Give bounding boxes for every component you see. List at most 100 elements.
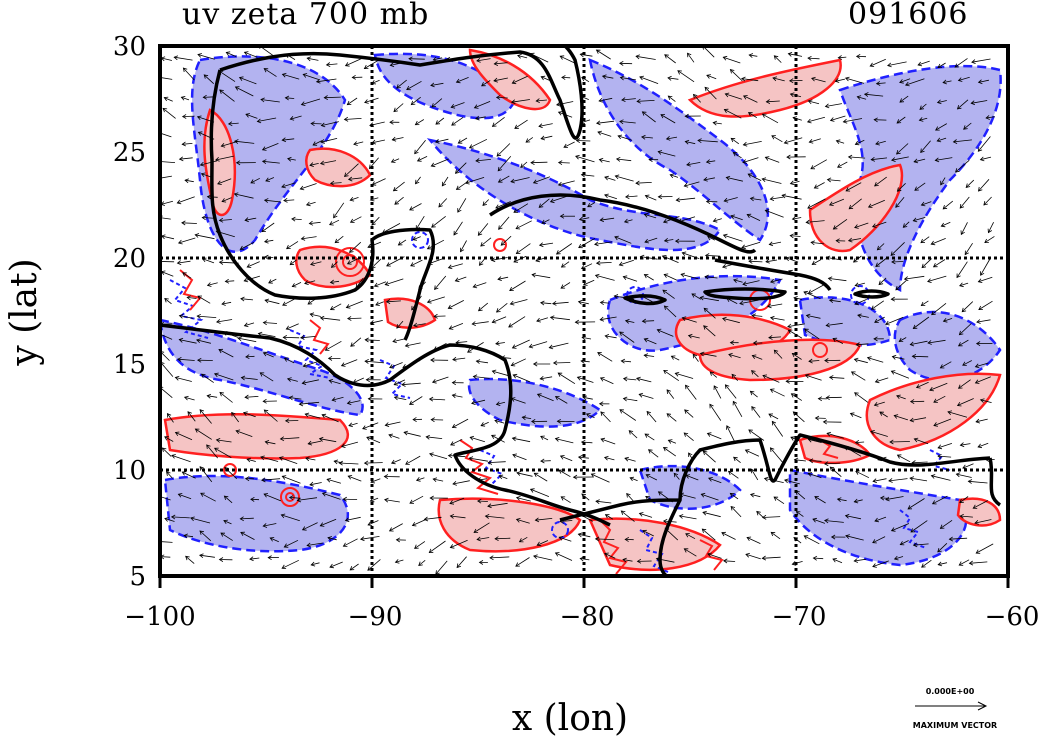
wind-vector-head [712, 120, 718, 126]
wind-vector-head [744, 449, 750, 454]
wind-vector-head [302, 73, 308, 78]
wind-vector-head [771, 420, 777, 426]
wind-vector-head [662, 218, 668, 224]
wind-vector [978, 300, 993, 310]
wind-vector [427, 239, 445, 250]
wind-vector [494, 62, 508, 65]
wind-vector [937, 443, 953, 449]
wind-vector-head [202, 94, 207, 100]
wind-vector [497, 276, 509, 280]
wind-vector-head [201, 215, 206, 221]
wind-vector-head [724, 384, 730, 389]
wind-vector-head [697, 138, 702, 144]
wind-vector [343, 498, 358, 500]
wind-vector-head [855, 54, 861, 59]
wind-vector-head [829, 117, 835, 122]
wind-vector [540, 376, 553, 380]
wind-vector-head [699, 351, 705, 357]
wind-vector [424, 516, 442, 520]
wind-vector-head [582, 395, 588, 401]
wind-vector-head [961, 307, 967, 313]
wind-vector [549, 342, 569, 349]
wind-vector [416, 477, 425, 481]
wind-vector-head [321, 492, 327, 497]
wind-vector [639, 393, 654, 399]
wind-vector-head [513, 258, 519, 263]
wind-vector [578, 456, 589, 459]
wind-vector [921, 258, 932, 268]
wind-vector-head [540, 75, 546, 81]
wind-vector [864, 93, 884, 97]
wind-vector [321, 121, 339, 126]
wind-vector-head [557, 372, 563, 377]
wind-vector [677, 70, 695, 83]
wind-vector [415, 176, 421, 185]
wind-vector-head [748, 429, 753, 434]
wind-vector-head [468, 144, 474, 149]
wind-vector [475, 159, 491, 162]
wind-vector-head [977, 278, 983, 283]
wind-vector-head [320, 122, 326, 128]
wind-vector [742, 157, 759, 163]
wind-vector-head [681, 316, 687, 321]
wind-vector [388, 434, 400, 439]
wind-vector [599, 97, 613, 102]
wind-vector [207, 282, 218, 286]
wind-vector-head [197, 357, 202, 363]
wind-vector [814, 182, 825, 189]
wind-vector [619, 259, 634, 266]
wind-vector [181, 96, 190, 101]
wind-vector [556, 101, 574, 106]
wind-vector [477, 500, 488, 502]
wind-vector-head [915, 384, 921, 389]
wind-vector [160, 175, 172, 179]
wind-vector [578, 237, 596, 248]
wind-vector [602, 75, 614, 79]
wind-vector-head [773, 349, 779, 355]
wind-vector [829, 198, 845, 206]
wind-vector-head [401, 382, 406, 387]
wind-vector-head [722, 316, 727, 322]
wind-vector [913, 316, 930, 329]
wind-vector-head [235, 429, 241, 435]
wind-vector-head [164, 436, 169, 441]
wind-vector-head [392, 338, 397, 344]
wind-vector [940, 361, 952, 369]
wind-vector [530, 161, 548, 164]
wind-vector [619, 331, 635, 343]
wind-vector [366, 436, 381, 444]
wind-vector-head [431, 379, 437, 384]
wind-vector-head [850, 371, 856, 376]
wind-vector [306, 201, 316, 206]
wind-vector [309, 221, 321, 224]
wind-vector [636, 377, 652, 383]
wind-vector [166, 471, 173, 479]
wind-vector-head [344, 62, 350, 67]
wind-vector [969, 561, 988, 564]
wind-vector-head [641, 134, 646, 140]
wind-vector [245, 355, 255, 358]
wind-vector-head [595, 260, 601, 266]
wind-vector-head [683, 548, 689, 553]
wind-vector [284, 539, 299, 548]
wind-vector-head [264, 298, 270, 304]
wind-vector [511, 99, 530, 103]
wind-vector [555, 552, 573, 561]
wind-vector [438, 198, 448, 208]
wind-vector-head [426, 299, 432, 304]
wind-vector [219, 392, 233, 403]
wind-vector-head [733, 278, 738, 283]
wind-vector [855, 470, 870, 479]
wind-vector-head [622, 376, 628, 382]
wind-vector [621, 510, 635, 522]
wind-vector [370, 497, 379, 502]
wind-vector-head [304, 280, 309, 285]
wind-vector [349, 563, 359, 571]
wind-vector [762, 556, 781, 559]
wind-vector-head [751, 313, 756, 319]
wind-vector-head [219, 391, 225, 397]
wind-vector [382, 223, 401, 234]
wind-vector-head [979, 398, 985, 403]
wind-vector [344, 163, 359, 177]
wind-vector-head [742, 141, 748, 147]
